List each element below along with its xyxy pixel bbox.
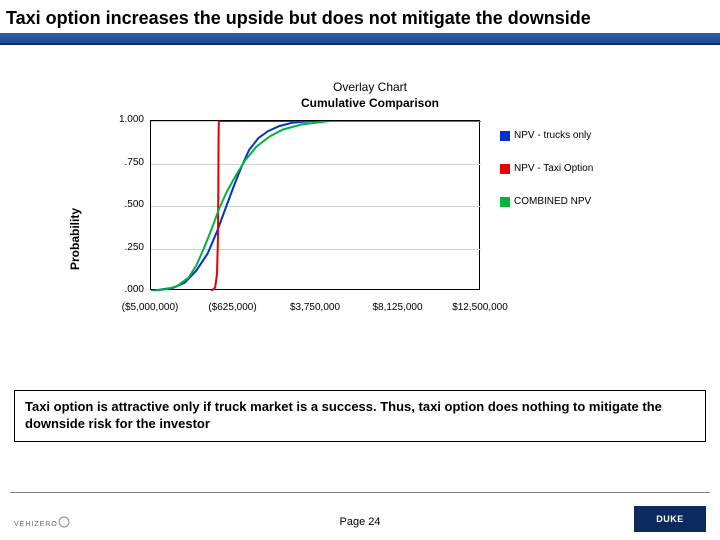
legend-swatch-icon — [500, 197, 510, 207]
page-number: Page 24 — [340, 516, 381, 528]
header-blue-bar — [0, 33, 720, 45]
y-tick-label: .750 — [110, 157, 144, 168]
callout-box: Taxi option is attractive only if truck … — [14, 390, 706, 442]
chart-title: Overlay Chart — [90, 80, 650, 94]
overlay-chart: Overlay Chart Cumulative Comparison Prob… — [90, 80, 650, 340]
legend-label: NPV - trucks only — [514, 130, 591, 141]
plot-wrapper: Probability NPV - trucks onlyNPV - Taxi … — [90, 120, 650, 320]
legend-swatch-icon — [500, 131, 510, 141]
chart-subtitle: Cumulative Comparison — [90, 96, 650, 110]
legend-swatch-icon — [500, 164, 510, 174]
x-tick-label: $12,500,000 — [452, 302, 508, 313]
vehizero-text: VEHIZERO — [14, 521, 58, 528]
vehizero-mark-icon: VEHIZERO — [14, 514, 72, 530]
series-line — [151, 121, 481, 291]
legend-item: NPV - trucks only — [500, 130, 593, 141]
vehizero-logo: VEHIZERO — [14, 514, 72, 530]
y-tick-label: .250 — [110, 242, 144, 253]
duke-logo: DUKE — [634, 506, 706, 532]
duke-logo-text: DUKE — [656, 514, 684, 524]
x-tick-label: ($5,000,000) — [122, 302, 179, 313]
series-svg — [151, 121, 481, 291]
legend-label: NPV - Taxi Option — [514, 163, 593, 174]
legend: NPV - trucks only NPV - Taxi Option COMBIN… — [500, 130, 593, 229]
y-axis-label: Probability — [68, 208, 82, 270]
legend-label: COMBINED NPV — [514, 196, 591, 207]
footer: VEHIZERO Page 24 DUKE — [0, 492, 720, 540]
legend-item: NPV - Taxi Option — [500, 163, 593, 174]
callout-text: Taxi option is attractive only if truck … — [25, 399, 695, 433]
slide-title: Taxi option increases the upside but doe… — [0, 0, 720, 33]
plot-area — [150, 120, 480, 290]
y-tick-label: 1.000 — [110, 114, 144, 125]
x-tick-label: $8,125,000 — [372, 302, 422, 313]
y-tick-label: .500 — [110, 199, 144, 210]
x-tick-label: ($625,000) — [208, 302, 256, 313]
legend-item: COMBINED NPV — [500, 196, 593, 207]
x-tick-label: $3,750,000 — [290, 302, 340, 313]
footer-divider — [10, 492, 710, 493]
y-tick-label: .000 — [110, 284, 144, 295]
